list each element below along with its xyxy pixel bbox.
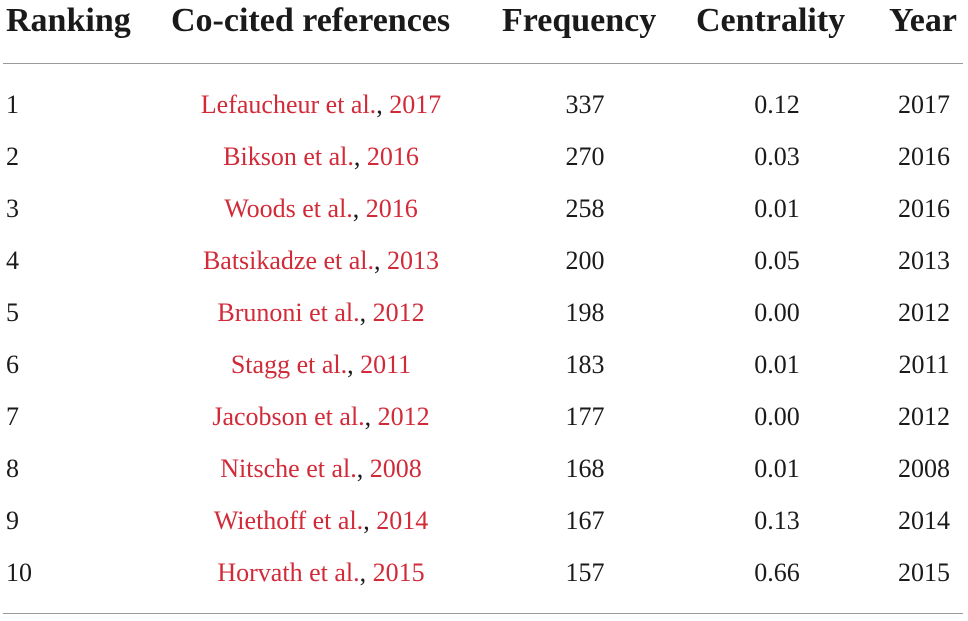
cell-year: 2015 <box>898 558 950 587</box>
cell-ranking: 9 <box>6 506 19 535</box>
reference-separator: , <box>353 142 361 171</box>
cell-year: 2011 <box>898 350 950 379</box>
cell-ranking: 4 <box>6 246 19 275</box>
footer-rule <box>3 613 963 614</box>
table-row: 6 Stagg et al., 2011 183 0.01 2011 <box>0 350 968 390</box>
cell-ranking: 1 <box>6 90 19 119</box>
reference-year-link[interactable]: 2008 <box>369 454 422 483</box>
table-row: 8 Nitsche et al., 2008 168 0.01 2008 <box>0 454 968 494</box>
reference-author-link[interactable]: Nitsche et al. <box>220 454 357 483</box>
cell-reference: Jacobson et al., 2012 <box>171 402 471 432</box>
cell-year: 2017 <box>898 90 950 119</box>
cell-ranking: 8 <box>6 454 19 483</box>
table-row: 1 Lefaucheur et al., 2017 337 0.12 2017 <box>0 90 968 130</box>
table-row: 10 Horvath et al., 2015 157 0.66 2015 <box>0 558 968 598</box>
cell-frequency: 258 <box>565 194 605 223</box>
cell-reference: Brunoni et al., 2012 <box>171 298 471 328</box>
table-row: 3 Woods et al., 2016 258 0.01 2016 <box>0 194 968 234</box>
cell-centrality: 0.05 <box>754 246 800 275</box>
cell-centrality: 0.66 <box>754 558 800 587</box>
cell-frequency: 200 <box>565 246 605 275</box>
cell-frequency: 183 <box>565 350 605 379</box>
reference-year-link[interactable]: 2012 <box>372 298 425 327</box>
cell-reference: Nitsche et al., 2008 <box>171 454 471 484</box>
cell-year: 2012 <box>898 402 950 431</box>
cell-reference: Wiethoff et al., 2014 <box>171 506 471 536</box>
cell-ranking: 2 <box>6 142 19 171</box>
reference-separator: , <box>376 90 383 119</box>
cell-ranking: 10 <box>6 558 32 587</box>
reference-separator: , <box>359 298 367 327</box>
reference-author-link[interactable]: Stagg et al. <box>230 350 348 379</box>
cell-centrality: 0.00 <box>754 402 800 431</box>
cell-year: 2012 <box>898 298 950 327</box>
cell-ranking: 3 <box>6 194 19 223</box>
cell-frequency: 177 <box>565 402 605 431</box>
header-centrality: Centrality <box>696 2 846 39</box>
reference-author-link[interactable]: Brunoni et al. <box>217 298 360 327</box>
header-frequency: Frequency <box>502 2 657 39</box>
cell-centrality: 0.00 <box>754 298 800 327</box>
reference-year-link[interactable]: 2011 <box>360 350 412 379</box>
cell-frequency: 270 <box>565 142 605 171</box>
cell-frequency: 198 <box>565 298 605 327</box>
cell-ranking: 7 <box>6 402 19 431</box>
cell-reference: Batsikadze et al., 2013 <box>171 246 471 276</box>
cell-reference: Woods et al., 2016 <box>171 194 471 224</box>
cell-ranking: 5 <box>6 298 19 327</box>
cell-centrality: 0.01 <box>754 194 800 223</box>
reference-separator: , <box>359 558 367 587</box>
reference-separator: , <box>347 350 354 379</box>
cell-frequency: 157 <box>565 558 605 587</box>
reference-separator: , <box>374 246 381 275</box>
reference-year-link[interactable]: 2016 <box>366 142 419 171</box>
cell-centrality: 0.13 <box>754 506 800 535</box>
cell-year: 2008 <box>898 454 950 483</box>
reference-year-link[interactable]: 2013 <box>387 246 440 275</box>
reference-separator: , <box>363 506 370 535</box>
table-row: 4 Batsikadze et al., 2013 200 0.05 2013 <box>0 246 968 286</box>
cell-reference: Bikson et al., 2016 <box>171 142 471 172</box>
cell-reference: Stagg et al., 2011 <box>171 350 471 380</box>
table-row: 5 Brunoni et al., 2012 198 0.00 2012 <box>0 298 968 338</box>
cell-frequency: 168 <box>565 454 605 483</box>
reference-author-link[interactable]: Wiethoff et al. <box>213 506 364 535</box>
reference-author-link[interactable]: Bikson et al. <box>223 142 354 171</box>
reference-author-link[interactable]: Horvath et al. <box>217 558 360 587</box>
reference-separator: , <box>364 402 372 431</box>
cell-centrality: 0.03 <box>754 142 800 171</box>
cell-year: 2016 <box>898 194 950 223</box>
table-row: 7 Jacobson et al., 2012 177 0.00 2012 <box>0 402 968 442</box>
reference-year-link[interactable]: 2017 <box>389 90 442 119</box>
header-references: Co-cited references <box>171 2 451 39</box>
reference-year-link[interactable]: 2012 <box>377 402 430 431</box>
header-ranking: Ranking <box>6 2 131 39</box>
reference-author-link[interactable]: Batsikadze et al. <box>202 246 375 275</box>
table-row: 9 Wiethoff et al., 2014 167 0.13 2014 <box>0 506 968 546</box>
cell-centrality: 0.01 <box>754 350 800 379</box>
cell-year: 2013 <box>898 246 950 275</box>
cell-frequency: 337 <box>565 90 605 119</box>
reference-year-link[interactable]: 2015 <box>372 558 425 587</box>
reference-author-link[interactable]: Lefaucheur et al. <box>200 90 377 119</box>
cell-year: 2016 <box>898 142 950 171</box>
cell-year: 2014 <box>898 506 950 535</box>
cell-centrality: 0.12 <box>754 90 800 119</box>
cell-frequency: 167 <box>565 506 605 535</box>
reference-separator: , <box>352 194 360 223</box>
header-year: Year <box>889 2 957 39</box>
cell-reference: Horvath et al., 2015 <box>171 558 471 588</box>
cell-centrality: 0.01 <box>754 454 800 483</box>
reference-year-link[interactable]: 2016 <box>365 194 418 223</box>
table-row: 2 Bikson et al., 2016 270 0.03 2016 <box>0 142 968 182</box>
reference-year-link[interactable]: 2014 <box>376 506 429 535</box>
cell-reference: Lefaucheur et al., 2017 <box>171 90 471 120</box>
header-rule <box>3 63 963 64</box>
reference-author-link[interactable]: Jacobson et al. <box>212 402 365 431</box>
table-header-row: Ranking Co-cited references Frequency Ce… <box>0 0 968 46</box>
cell-ranking: 6 <box>6 350 19 379</box>
reference-author-link[interactable]: Woods et al. <box>224 194 353 223</box>
reference-separator: , <box>356 454 364 483</box>
